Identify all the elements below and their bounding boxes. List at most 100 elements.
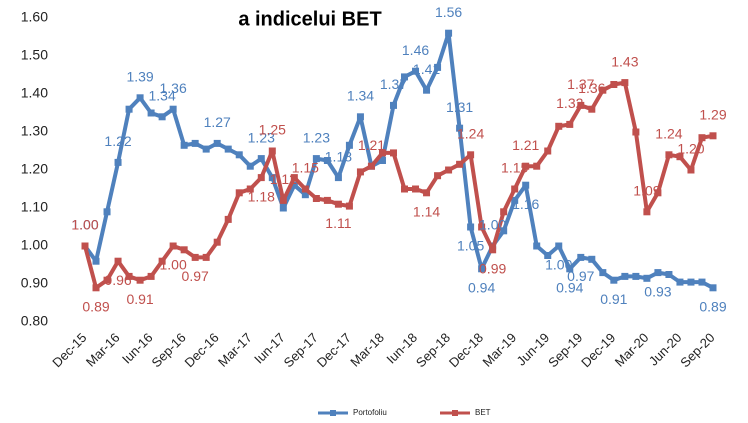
point-marker: [169, 105, 177, 113]
x-tick-label: Dec-17: [314, 330, 354, 370]
point-marker: [334, 200, 342, 208]
x-tick-label: Mar-18: [347, 330, 387, 370]
legend-marker: [452, 410, 458, 416]
point-marker: [522, 181, 530, 189]
point-marker: [213, 139, 221, 147]
x-tick-label: Dec-19: [578, 330, 618, 370]
point-marker: [114, 257, 122, 265]
point-marker: [158, 257, 166, 265]
point-marker: [279, 196, 287, 204]
data-label: 0.96: [104, 272, 131, 288]
point-marker: [323, 196, 331, 204]
point-marker: [312, 155, 320, 163]
point-marker: [268, 147, 276, 155]
y-tick-label: 1.00: [21, 237, 48, 253]
point-marker: [136, 94, 144, 102]
data-label: 1.32: [556, 95, 583, 111]
point-marker: [279, 204, 287, 212]
x-tick-label: Dec-15: [49, 330, 89, 370]
point-marker: [389, 149, 397, 157]
data-label: 1.27: [204, 114, 231, 130]
point-marker: [147, 109, 155, 117]
x-tick-label: Jun-19: [514, 330, 553, 369]
point-marker: [301, 185, 309, 193]
point-marker: [92, 257, 100, 265]
point-marker: [412, 67, 420, 75]
point-marker: [434, 63, 442, 71]
point-marker: [202, 253, 210, 261]
series-line: [83, 31, 714, 290]
point-marker: [555, 122, 563, 130]
point-marker: [533, 162, 541, 170]
y-tick-label: 0.90: [21, 275, 48, 291]
point-marker: [555, 242, 563, 250]
point-marker: [235, 151, 243, 159]
data-label: 0.89: [82, 299, 109, 315]
point-marker: [378, 157, 386, 164]
point-marker: [456, 160, 464, 168]
y-tick-label: 0.80: [21, 313, 48, 329]
point-marker: [687, 166, 695, 174]
data-label: 1.21: [512, 137, 539, 153]
point-marker: [544, 147, 552, 155]
y-tick-label: 1.20: [21, 161, 48, 177]
legend-label: BET: [475, 408, 491, 417]
point-marker: [698, 278, 706, 286]
x-tick-label: Sep-16: [148, 330, 188, 370]
data-label: 1.37: [567, 76, 594, 92]
point-marker: [92, 284, 100, 292]
y-tick-label: 1.40: [21, 85, 48, 101]
point-marker: [610, 276, 618, 284]
point-marker: [588, 255, 596, 263]
point-marker: [213, 238, 221, 246]
point-marker: [632, 272, 640, 280]
chart-title: a indicelui BET: [238, 8, 381, 30]
data-label: 1.39: [126, 69, 153, 85]
point-marker: [533, 242, 541, 250]
data-label: 0.94: [468, 280, 495, 296]
point-marker: [632, 128, 640, 136]
data-label: 1.11: [325, 215, 351, 231]
point-marker: [257, 174, 265, 182]
point-marker: [312, 195, 320, 202]
point-marker: [180, 246, 188, 254]
data-label: 0.93: [644, 283, 671, 299]
point-marker: [401, 185, 409, 193]
data-label: 0.89: [699, 299, 726, 315]
legend-marker: [330, 410, 336, 416]
data-label: 1.20: [677, 141, 704, 157]
point-marker: [158, 113, 166, 121]
point-marker: [610, 81, 618, 88]
point-marker: [301, 191, 309, 199]
point-marker: [456, 124, 464, 132]
x-tick-label: Dec-16: [182, 330, 222, 370]
point-marker: [345, 141, 353, 149]
point-marker: [423, 86, 431, 94]
legend-label: Portofoliu: [353, 408, 387, 417]
point-marker: [709, 284, 717, 292]
point-marker: [334, 174, 342, 182]
x-tick-label: Jun-20: [646, 330, 685, 369]
point-marker: [81, 242, 89, 250]
x-tick-label: Mar-16: [83, 330, 123, 370]
x-tick-label: Mar-17: [215, 330, 255, 370]
point-marker: [125, 272, 133, 280]
y-tick-label: 1.10: [21, 199, 48, 215]
point-marker: [290, 174, 298, 182]
point-marker: [665, 151, 673, 159]
point-marker: [676, 278, 684, 286]
point-marker: [423, 189, 431, 197]
point-marker: [401, 73, 409, 81]
point-marker: [191, 139, 199, 147]
point-marker: [323, 157, 331, 164]
point-marker: [345, 202, 353, 210]
point-marker: [257, 155, 265, 163]
point-marker: [654, 269, 662, 277]
data-label: 1.21: [358, 137, 385, 153]
data-label: 1.24: [655, 126, 682, 142]
data-label: 1.00: [71, 217, 98, 233]
y-tick-label: 1.30: [21, 123, 48, 139]
point-marker: [467, 223, 475, 231]
point-marker: [103, 208, 111, 216]
